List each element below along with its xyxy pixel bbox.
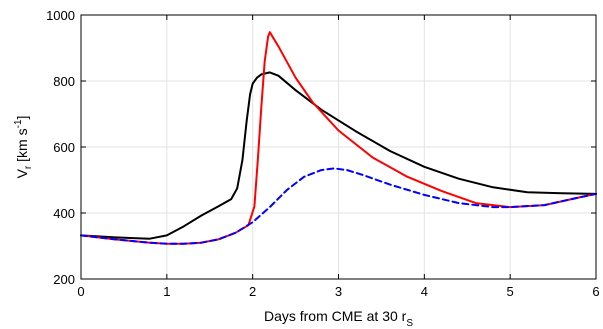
y-axis-label-close: ] [14, 116, 30, 120]
x-axis-label-subscript: S [406, 318, 413, 329]
x-tick-label: 5 [507, 284, 514, 299]
y-axis-label-subscript: r [23, 165, 34, 169]
axis-ticks [80, 14, 597, 280]
x-tick-label: 2 [249, 284, 256, 299]
y-tick-label: 600 [53, 140, 75, 155]
y-tick-label: 1000 [46, 8, 75, 23]
x-tick-label: 0 [77, 284, 84, 299]
x-tick-label: 4 [421, 284, 428, 299]
x-axis-label-main: Days from CME at 30 r [264, 308, 407, 324]
series-line-blue-dashed [80, 167, 597, 245]
x-tick-label: 6 [592, 284, 599, 299]
y-axis-label-units: [km s [14, 128, 30, 165]
y-tick-label: 800 [53, 74, 75, 89]
y-axis-label-exponent: -1 [13, 119, 24, 128]
x-axis-label: Days from CME at 30 rS [264, 308, 413, 329]
y-axis-label: Vr [km s-1] [13, 116, 34, 179]
series-layer [80, 31, 597, 245]
y-tick-label: 200 [53, 272, 75, 287]
y-tick-label: 400 [53, 206, 75, 221]
y-axis-label-v: V [14, 168, 30, 178]
x-tick-label: 3 [335, 284, 342, 299]
series-line-black [80, 71, 597, 240]
grid [80, 14, 597, 280]
x-tick-label: 1 [163, 284, 170, 299]
